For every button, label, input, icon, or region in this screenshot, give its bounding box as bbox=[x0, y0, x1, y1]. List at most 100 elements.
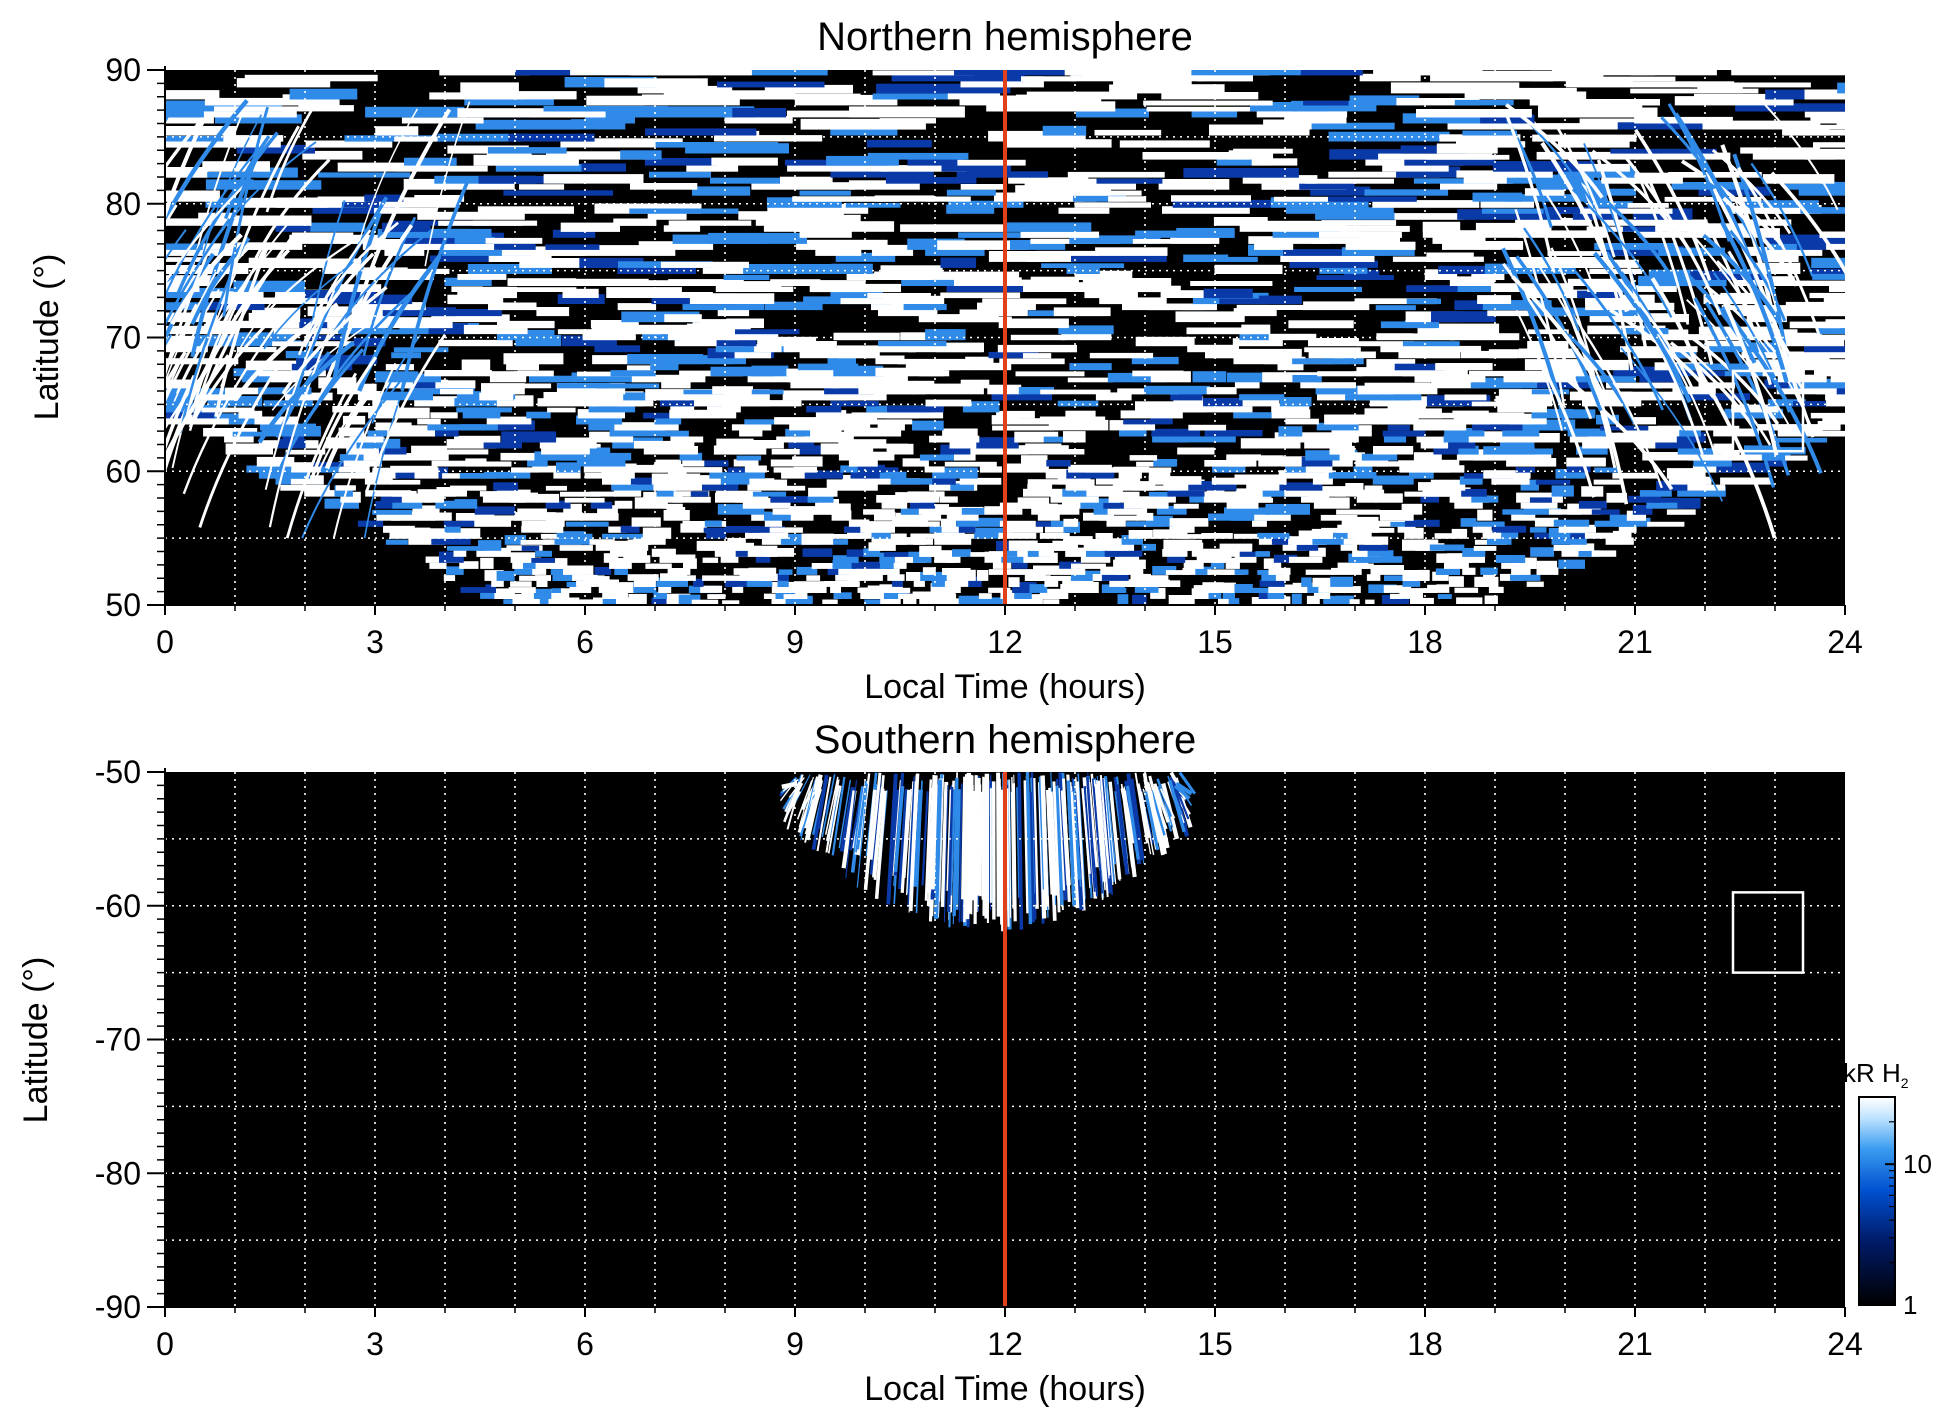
emission-cell bbox=[1299, 181, 1355, 190]
emission-cell bbox=[1442, 241, 1524, 250]
emission-streak bbox=[165, 218, 231, 328]
emission-cell bbox=[628, 593, 647, 605]
emission-cell bbox=[1553, 519, 1590, 527]
emission-cell bbox=[1120, 410, 1183, 419]
emission-cell bbox=[1435, 568, 1460, 575]
emission-cell bbox=[725, 526, 760, 533]
emission-cell bbox=[1107, 506, 1148, 515]
emission-cell bbox=[887, 574, 905, 581]
emission-cell bbox=[236, 78, 331, 88]
emission-cell bbox=[741, 93, 861, 100]
emission-cell bbox=[1493, 161, 1595, 172]
emission-cell bbox=[946, 510, 979, 521]
emission-cell bbox=[1716, 462, 1767, 473]
emission-cell bbox=[1026, 594, 1043, 605]
emission-cell bbox=[1005, 547, 1021, 557]
emission-cell bbox=[1259, 579, 1285, 587]
emission-cell bbox=[907, 491, 945, 497]
emission-cell bbox=[670, 402, 695, 413]
emission-cell bbox=[1603, 219, 1708, 226]
emission-cell bbox=[1334, 351, 1376, 359]
emission-cell bbox=[649, 171, 711, 178]
emission-cell bbox=[1012, 557, 1028, 569]
emission-cell bbox=[588, 405, 636, 413]
emission-cell bbox=[809, 366, 856, 377]
emission-cell bbox=[1798, 186, 1845, 196]
emission-cell bbox=[1632, 417, 1656, 425]
emission-cell bbox=[879, 118, 936, 124]
emission-cell bbox=[1101, 573, 1129, 581]
emission-cell bbox=[786, 110, 850, 118]
emission-cell bbox=[710, 366, 775, 377]
emission-cell bbox=[749, 286, 794, 292]
emission-cell bbox=[547, 407, 576, 413]
emission-cell bbox=[476, 547, 511, 557]
emission-cell bbox=[728, 400, 771, 407]
x-tick-label: 0 bbox=[156, 624, 174, 660]
emission-cell bbox=[1486, 534, 1512, 545]
emission-streak bbox=[863, 789, 877, 891]
emission-cell bbox=[557, 294, 605, 304]
emission-cell bbox=[1033, 565, 1065, 575]
emission-cell bbox=[846, 549, 875, 557]
emission-cell bbox=[479, 392, 514, 401]
emission-streak bbox=[795, 774, 811, 803]
emission-cell bbox=[298, 105, 354, 112]
emission-cell bbox=[1277, 363, 1304, 371]
emission-cell bbox=[1015, 185, 1112, 196]
emission-cell bbox=[1578, 163, 1630, 172]
emission-cell bbox=[1109, 84, 1183, 94]
emission-cell bbox=[391, 511, 435, 521]
emission-cell bbox=[833, 592, 852, 599]
emission-cell bbox=[1308, 338, 1359, 347]
emission-cell bbox=[454, 499, 478, 509]
emission-cell bbox=[1822, 417, 1845, 425]
emission-cell bbox=[1720, 477, 1772, 485]
emission-cell bbox=[1464, 555, 1485, 563]
emission-cell bbox=[940, 444, 980, 455]
emission-cell bbox=[1475, 222, 1552, 232]
emission-cell bbox=[1208, 587, 1222, 599]
emission-cell bbox=[958, 595, 981, 605]
emission-cell bbox=[436, 487, 456, 497]
emission-cell bbox=[486, 416, 532, 425]
emission-cell bbox=[743, 264, 839, 274]
emission-cell bbox=[1536, 151, 1639, 160]
emission-streak bbox=[1045, 789, 1054, 895]
emission-cell bbox=[1301, 493, 1330, 503]
emission-cell bbox=[1434, 367, 1468, 377]
emission-cell bbox=[1219, 543, 1253, 551]
box-outline bbox=[1731, 369, 1805, 453]
emission-streak bbox=[912, 789, 923, 887]
emission-cell bbox=[642, 329, 681, 341]
emission-cell bbox=[982, 298, 1067, 305]
emission-cell bbox=[1422, 230, 1526, 238]
emission-cell bbox=[883, 588, 910, 599]
emission-cell bbox=[874, 511, 896, 521]
emission-cell bbox=[1605, 537, 1634, 545]
emission-cell bbox=[1071, 563, 1106, 569]
emission-cell bbox=[731, 424, 772, 431]
emission-cell bbox=[579, 599, 593, 605]
emission-cell bbox=[1431, 380, 1481, 389]
emission-cell bbox=[714, 545, 730, 551]
emission-cell bbox=[1300, 70, 1363, 76]
y-tick-label: -90 bbox=[95, 1289, 141, 1325]
emission-cell bbox=[318, 172, 411, 178]
emission-cell bbox=[1008, 177, 1089, 184]
emission-cell bbox=[613, 485, 642, 497]
emission-cell bbox=[1218, 598, 1229, 605]
emission-streak bbox=[1087, 772, 1097, 888]
emission-cell bbox=[694, 397, 760, 407]
emission-cell bbox=[1529, 527, 1547, 533]
emission-cell bbox=[997, 344, 1077, 353]
emission-cell bbox=[1488, 586, 1504, 593]
emission-streak bbox=[1729, 229, 1787, 322]
emission-cell bbox=[497, 420, 535, 431]
emission-cell bbox=[1819, 231, 1845, 238]
emission-cell bbox=[973, 517, 1003, 527]
emission-cell bbox=[1472, 424, 1533, 431]
emission-streak bbox=[1109, 781, 1121, 882]
emission-cell bbox=[1158, 179, 1230, 190]
emission-cell bbox=[1685, 393, 1750, 401]
